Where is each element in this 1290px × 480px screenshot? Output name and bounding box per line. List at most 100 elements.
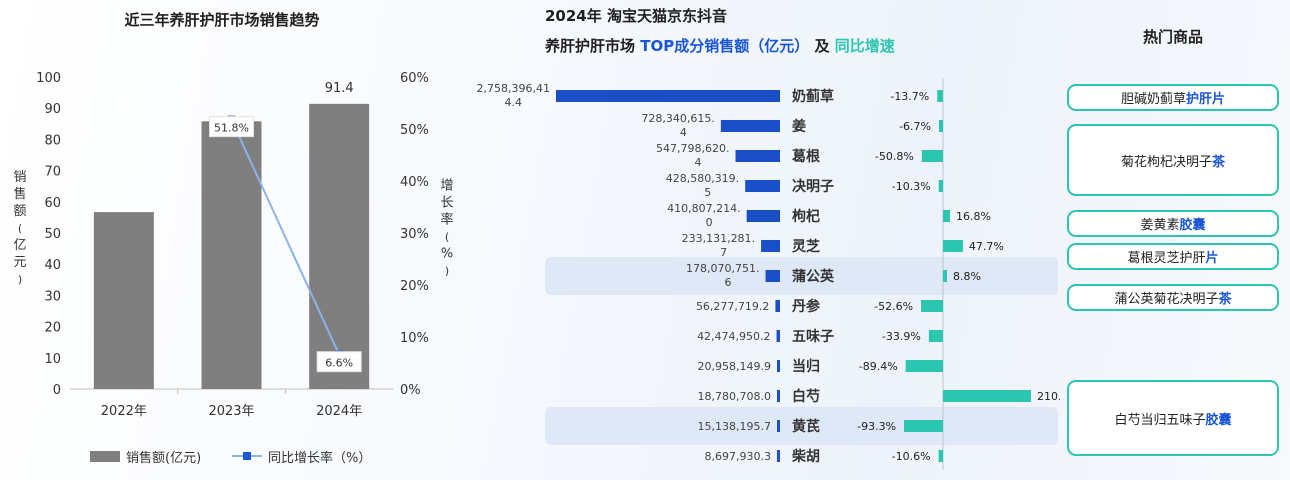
- sales-bar: [775, 300, 780, 312]
- hot-product-form: 胶囊: [1205, 412, 1232, 428]
- growth-value-label: -93.3%: [857, 420, 896, 433]
- y-tick-label: 60: [44, 196, 61, 211]
- sales-value-label: 42,474,950.2: [697, 330, 770, 343]
- axis-label-char: 增: [440, 179, 453, 194]
- highlight-band: [545, 257, 1058, 295]
- growth-line-path: [230, 119, 341, 356]
- sales-bar: [777, 420, 780, 432]
- hot-product-item[interactable]: 蒲公英菊花决明子茶: [1067, 284, 1279, 311]
- left-growth-line: 51.8% 6.6%: [209, 115, 362, 373]
- hot-products-title: 热门商品: [1142, 28, 1203, 46]
- hot-product-name: 蒲公英菊花决明子: [1114, 292, 1219, 307]
- legend-bar-label: 销售额(亿元): [126, 450, 201, 466]
- y-tick-label: 30: [44, 289, 61, 304]
- growth-data-label: 6.6%: [316, 351, 362, 373]
- sales-value-label: 5: [704, 186, 711, 199]
- y-tick-label: 100: [36, 71, 61, 86]
- sales-bar: [765, 270, 780, 282]
- axis-label-char: (: [18, 222, 22, 235]
- category-label: 枸杞: [792, 208, 820, 225]
- hot-product-form: 茶: [1218, 292, 1232, 307]
- sales-value-label: 410,807,214.: [667, 202, 740, 215]
- hot-product-form: 护肝片: [1186, 92, 1226, 107]
- y2-tick-label: 50%: [400, 123, 429, 138]
- sales-bar: [761, 240, 780, 252]
- sales-value-label: 7: [720, 246, 727, 259]
- axis-label-char: 亿: [13, 238, 26, 253]
- highlight-band: [545, 407, 1058, 445]
- hot-product-item[interactable]: 白芍当归五味子 胶囊: [1067, 380, 1279, 456]
- hot-product-item[interactable]: 姜黄素 胶囊: [1067, 210, 1279, 237]
- hot-product-form: 茶: [1212, 154, 1226, 170]
- right-chart-title-line2: 养肝护肝市场 TOP成分销售额（亿元） 及 同比增速: [544, 37, 895, 55]
- sales-bar: [746, 210, 780, 222]
- right-y-axis-label: 增长率 (%): [440, 179, 453, 278]
- sales-value-label: 0: [706, 216, 713, 229]
- hot-product-name: 胆碱奶蓟草: [1120, 92, 1186, 107]
- growth-bar: [921, 150, 943, 162]
- y2-tick-label: 10%: [400, 331, 429, 346]
- axis-label-char: 额: [13, 204, 26, 219]
- sales-bar: [776, 330, 780, 342]
- sales-value-label: 4: [680, 126, 687, 139]
- growth-bar: [943, 240, 963, 252]
- sales-bar: [777, 390, 780, 402]
- axis-label-char: 率: [440, 212, 453, 228]
- category-label: 柴胡: [791, 448, 820, 465]
- growth-value-label: -33.9%: [882, 330, 921, 343]
- right-chart-title-line1: 2024年 淘宝天猫京东抖音: [545, 7, 727, 25]
- axis-label-char: ): [445, 265, 449, 278]
- hot-product-form: 胶囊: [1179, 218, 1206, 233]
- hot-product-name: 姜黄素: [1140, 218, 1180, 233]
- sales-value-label: 56,277,719.2: [696, 300, 769, 313]
- y2-tick-label: 60%: [400, 71, 429, 86]
- sales-value-label: 547,798,620.: [656, 142, 729, 155]
- sales-bar-label: 91.4: [325, 81, 354, 96]
- x-tick-label: 2023年: [208, 404, 254, 419]
- category-label: 蒲公英: [792, 268, 835, 285]
- hot-product-item[interactable]: 菊花枸杞决明子茶: [1067, 124, 1279, 196]
- category-label: 黄芪: [792, 418, 820, 435]
- growth-label-box: [316, 351, 362, 373]
- growth-bar: [938, 180, 943, 192]
- axis-label-char: 长: [440, 196, 453, 211]
- left-y-axis-label: 销售额 (亿元): [13, 170, 26, 286]
- sales-bar: [309, 103, 370, 389]
- left-bars: 91.4: [93, 81, 370, 389]
- x-tick-label: 2024年: [316, 404, 362, 419]
- category-label: 白芍: [792, 388, 820, 405]
- hot-product-name: 菊花枸杞决明子: [1120, 154, 1212, 170]
- growth-value-label: -10.3%: [892, 180, 931, 193]
- growth-bar: [928, 330, 943, 342]
- highlight-bands: [545, 257, 1058, 445]
- growth-value-label: -50.8%: [875, 150, 914, 163]
- growth-bar: [905, 360, 943, 372]
- axis-label-char: 元: [13, 255, 26, 270]
- sales-bar: [556, 90, 780, 102]
- growth-data-label: 51.8%: [209, 116, 254, 138]
- axis-label-char: 售: [13, 186, 26, 202]
- hot-product-item[interactable]: 胆碱奶蓟草 护肝片: [1067, 84, 1279, 111]
- growth-value-label: 8.8%: [953, 270, 981, 283]
- category-label: 五味子: [792, 329, 834, 345]
- sales-bar: [777, 360, 780, 372]
- y2-tick-label: 20%: [400, 279, 429, 294]
- y-tick-label: 10: [44, 352, 61, 367]
- growth-bar: [943, 210, 951, 222]
- legend-bar-swatch: [90, 451, 120, 462]
- category-label: 决明子: [792, 178, 834, 195]
- growth-value-label: 47.7%: [969, 240, 1004, 253]
- y2-tick-label: 40%: [400, 175, 429, 190]
- y-tick-label: 70: [44, 165, 61, 180]
- y-tick-label: 90: [44, 102, 61, 117]
- sales-value-label: 4.4: [505, 96, 523, 109]
- legend-line-marker: [243, 452, 251, 460]
- growth-bar: [921, 300, 943, 312]
- growth-label-text: 51.8%: [214, 122, 249, 135]
- growth-bar: [937, 90, 943, 102]
- left-chart-title: 近三年养肝护肝市场销售趋势: [124, 11, 319, 29]
- hot-product-item[interactable]: 葛根灵芝护肝片: [1067, 243, 1279, 270]
- y2-tick-label: 0%: [400, 383, 421, 398]
- hot-product-form: 片: [1205, 251, 1219, 266]
- title-part-c: 及: [814, 37, 830, 55]
